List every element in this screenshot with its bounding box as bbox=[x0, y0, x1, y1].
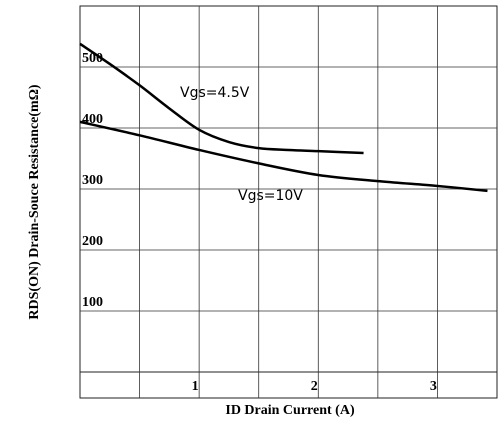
y-tick-label: 100 bbox=[82, 295, 103, 310]
series-label: Vgs=4.5V bbox=[180, 85, 250, 101]
series-label: Vgs=10V bbox=[238, 188, 303, 204]
y-axis-label: RDS(ON) Drain-Souce Resistance(mΩ) bbox=[27, 84, 42, 320]
x-tick-label: 2 bbox=[311, 379, 318, 394]
x-axis-label: ID Drain Current (A) bbox=[225, 403, 355, 418]
x-tick-label: 3 bbox=[430, 379, 437, 394]
series-line bbox=[79, 120, 488, 193]
plot-frame bbox=[79, 5, 498, 399]
x-tick-label: 1 bbox=[192, 379, 199, 394]
series-line bbox=[79, 42, 364, 155]
y-tick-label: 300 bbox=[82, 173, 103, 188]
y-tick-label: 200 bbox=[82, 234, 103, 249]
